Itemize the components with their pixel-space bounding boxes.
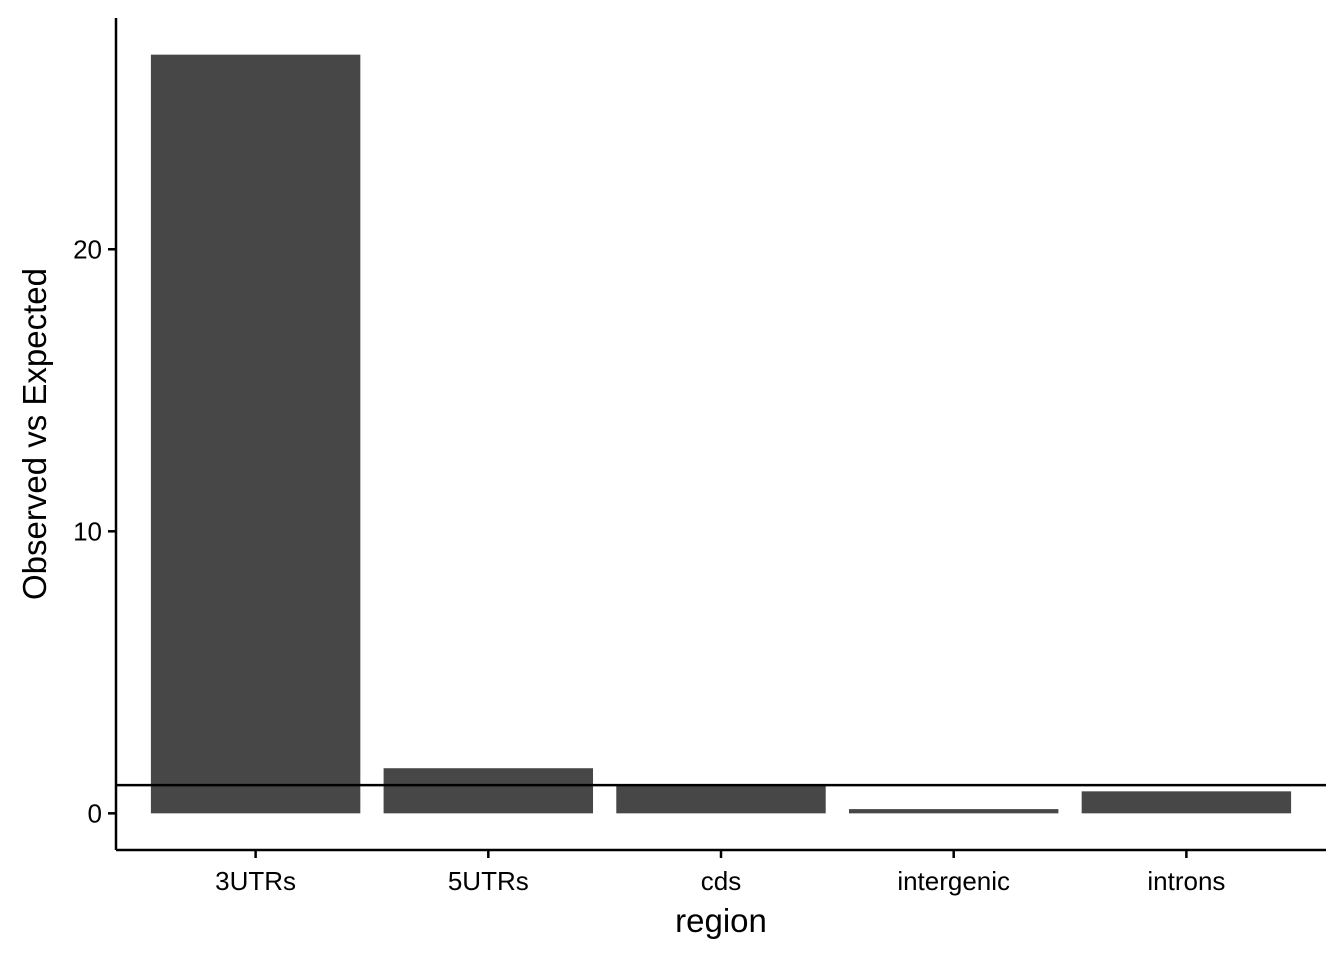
x-tick-label: 3UTRs — [215, 866, 296, 896]
y-tick-label: 20 — [73, 234, 102, 264]
y-axis-title: Observed vs Expected — [16, 268, 53, 600]
y-axis-ticks: 0 10 20 — [73, 234, 116, 828]
y-tick-label: 0 — [88, 798, 102, 828]
bar-3utrs — [150, 54, 361, 814]
x-tick-label: cds — [701, 866, 741, 896]
x-tick-label: introns — [1147, 866, 1225, 896]
bars-layer — [150, 54, 1292, 814]
y-tick-label: 10 — [73, 516, 102, 546]
x-axis-ticks: 3UTRs 5UTRs cds intergenic introns — [215, 850, 1225, 896]
bar-intergenic — [848, 809, 1059, 814]
x-tick-label: intergenic — [897, 866, 1010, 896]
bar-introns — [1081, 791, 1292, 814]
x-tick-label: 5UTRs — [448, 866, 529, 896]
bar-5utrs — [383, 768, 594, 814]
x-axis-title: region — [675, 902, 767, 939]
bar-cds — [616, 785, 826, 814]
